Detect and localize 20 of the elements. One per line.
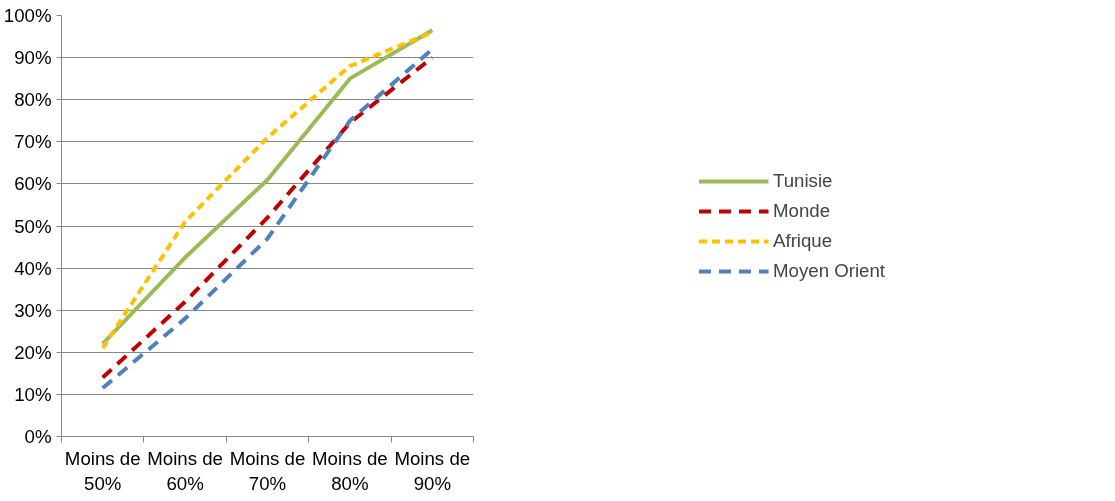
y-tick-label: 70% [14,131,52,153]
y-tick-label: 10% [14,383,52,405]
legend-label: Afrique [773,229,833,252]
legend-label: Moyen Orient [773,259,885,282]
x-tick-label: Moins de 90% [394,447,471,494]
y-tick-label: 0% [24,426,52,447]
y-tick-label: 80% [14,89,52,111]
y-tick-label: 50% [14,215,52,237]
x-tick-label: Moins de 60% [147,447,223,494]
y-tick-label: 60% [14,173,52,195]
x-tick-label: Moins de 70% [229,447,306,494]
y-tick-label: 40% [14,257,52,279]
y-tick-label: 20% [14,341,52,363]
legend-label: Monde [773,199,831,222]
y-tick-label: 90% [14,47,52,69]
x-tick-label: Moins de 50% [64,447,141,494]
y-tick-label: 30% [14,299,52,321]
x-tick-label: Moins de 80% [312,447,388,494]
legend-label: Tunisie [773,169,833,192]
y-tick-label: 100% [3,5,52,26]
